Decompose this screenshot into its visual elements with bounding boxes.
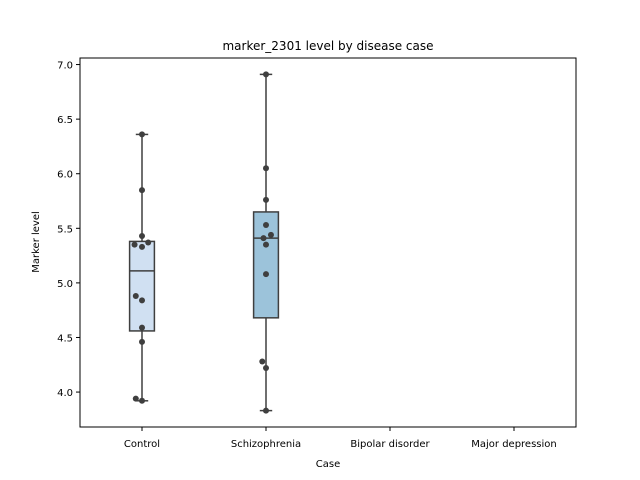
data-point xyxy=(139,131,145,138)
data-point xyxy=(145,239,152,246)
x-tick-label: Schizophrenia xyxy=(231,439,301,450)
y-tick-label: 4.0 xyxy=(57,388,73,399)
y-tick-label: 5.0 xyxy=(57,279,73,290)
x-axis: Control Schizophrenia Bipolar disorder Majo… xyxy=(124,427,557,450)
data-point xyxy=(139,324,145,331)
data-point xyxy=(267,231,274,238)
data-point xyxy=(263,407,269,414)
iqr-box xyxy=(252,211,280,319)
chart-title: marker_2301 level by disease case xyxy=(222,39,433,53)
data-point xyxy=(132,292,139,299)
data-point xyxy=(263,241,269,248)
data-point xyxy=(263,165,269,172)
data-point xyxy=(263,365,269,372)
y-axis-label: Marker level xyxy=(31,211,42,273)
iqr-box xyxy=(128,240,156,332)
box-group-control xyxy=(128,131,156,404)
box-group-schizophrenia xyxy=(252,71,280,414)
data-point xyxy=(263,271,269,278)
plot-area xyxy=(128,71,280,414)
x-tick-label: Bipolar disorder xyxy=(350,439,430,450)
x-tick-label: Major depression xyxy=(471,439,557,450)
y-tick-label: 7.0 xyxy=(57,61,73,72)
data-point xyxy=(260,235,267,242)
y-tick-label: 6.5 xyxy=(57,115,73,126)
data-point xyxy=(263,196,269,203)
data-point xyxy=(263,71,269,78)
data-point xyxy=(259,358,266,365)
y-tick-label: 5.5 xyxy=(57,224,73,235)
x-axis-label: Case xyxy=(316,459,340,470)
y-tick-label: 4.5 xyxy=(57,333,73,344)
data-point xyxy=(139,232,145,239)
y-axis: 4.0 4.5 5.0 5.5 6.0 6.5 7.0 xyxy=(57,61,80,399)
plot-frame xyxy=(79,57,577,428)
data-point xyxy=(131,241,138,248)
data-point xyxy=(132,395,139,402)
data-point xyxy=(139,338,145,345)
data-point xyxy=(139,187,145,194)
y-tick-label: 6.0 xyxy=(57,170,73,181)
data-point xyxy=(263,222,269,229)
x-tick-label: Control xyxy=(124,439,160,450)
data-point xyxy=(139,397,145,404)
data-point xyxy=(139,243,145,250)
data-point xyxy=(139,297,145,304)
